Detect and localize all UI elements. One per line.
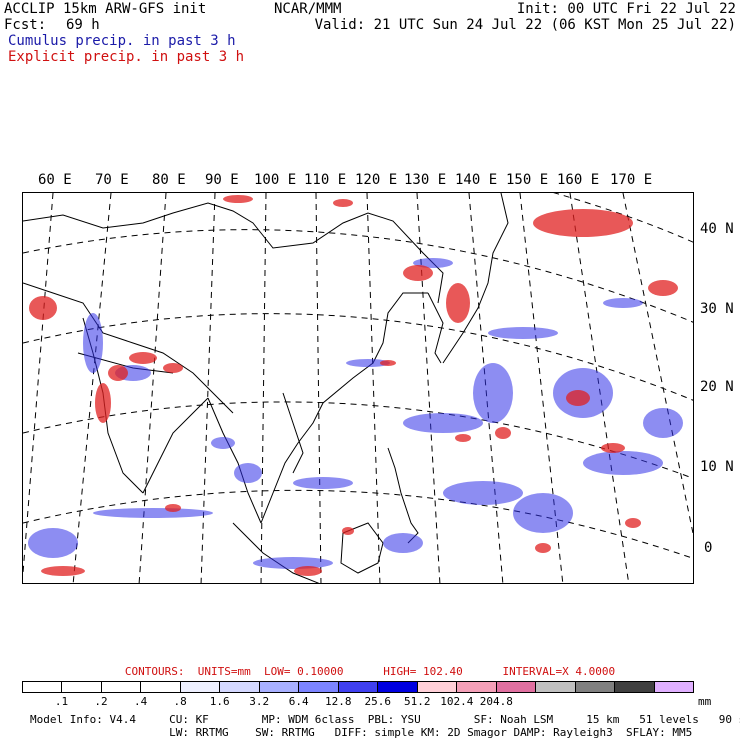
legend-cumulus: Cumulus precip. in past 3 h [8,33,236,49]
coast-philippines [387,447,419,544]
colorbar-swatch-8 [338,682,379,692]
valid-time: Valid: 21 UTC Sun 24 Jul 22 (06 KST Mon … [314,17,736,33]
colorbar-tick-label: .2 [94,695,108,708]
lon-label-140e: 140 E [455,172,498,188]
forecast-hour: 69 h [66,17,100,33]
lat-label-30n: 30 N [700,301,734,317]
coast-burma [207,397,262,524]
model-title: ACCLIP 15km ARW-GFS init [4,1,207,17]
lon-label-110e: 110 E [304,172,347,188]
contours-label: CONTOURS: [124,665,185,678]
colorbar-swatch-14 [575,682,616,692]
colorbar-tick-label: 102.4 [440,695,474,708]
coast-korea [427,292,444,364]
colorbar-swatch-13 [536,682,576,692]
colorbar [22,681,694,693]
meridian-110e [315,193,322,583]
colorbar-swatch-16 [654,682,693,692]
lon-label-80e: 80 E [152,172,186,188]
colorbar-swatch-0 [23,682,63,692]
lon-label-170e: 170 E [610,172,653,188]
coast-japan [442,193,509,364]
lat-label-40n: 40 N [700,221,734,237]
colorbar-swatch-9 [378,682,418,692]
parallel-0 [23,489,693,559]
lon-label-90e: 90 E [205,172,239,188]
parallel-30n [23,229,693,323]
colorbar-tick-label: .8 [173,695,187,708]
parallel-20n [23,313,693,401]
colorbar-tick-label: 204.8 [479,695,513,708]
colorbar-swatch-3 [141,682,181,692]
colorbar-swatch-4 [180,682,221,692]
lon-label-100e: 100 E [254,172,297,188]
contours-info: CONTOURS: UNITS=mm LOW= 0.10000 HIGH= 10… [0,666,740,677]
contours-interval: INTERVAL=X 4.0000 [502,665,616,678]
border-himalaya [23,282,234,414]
contours-low: LOW= 0.10000 [264,665,344,678]
coast-borneo [340,522,384,574]
lon-label-130e: 130 E [404,172,447,188]
colorbar-tick-label: .4 [133,695,148,708]
colorbar-swatch-10 [417,682,458,692]
colorbar-tick-label: 1.6 [209,695,230,708]
colorbar-units: mm [698,695,712,708]
colorbar-swatch-7 [299,682,339,692]
colorbar-swatch-6 [259,682,300,692]
meridian-100e [260,193,267,583]
model-info: Model Info: V4.4 CU: KF MP: WDM 6class P… [30,713,740,739]
colorbar-swatch-2 [101,682,142,692]
meridian-80e [138,193,167,583]
forecast-label: Fcst: [4,17,47,33]
meridian-120e [366,193,381,583]
parallels [23,193,693,559]
colorbar-swatch-5 [220,682,260,692]
parallel-10n [23,401,693,479]
lon-label-160e: 160 E [557,172,600,188]
contours-units: UNITS=mm [197,665,251,678]
colorbar-swatch-12 [496,682,537,692]
cumulus-precip [28,258,683,569]
meridian-130e [416,193,441,583]
coast-india-east [142,397,209,494]
lat-label-0: 0 [704,540,713,556]
colorbar-tick-label: 6.4 [288,695,309,708]
lon-label-70e: 70 E [95,172,129,188]
agency-label: NCAR/MMM [274,1,342,17]
colorbar-tick-label: 25.6 [364,695,392,708]
border-indochina [282,392,304,474]
contours-high: HIGH= 102.40 [383,665,463,678]
model-info-line2: LW: RRTMG SW: RRTMG DIFF: simple KM: 2D … [30,726,693,739]
map-canvas [23,193,693,583]
colorbar-tick-label: .1 [54,695,69,708]
legend-explicit: Explicit precip. in past 3 h [8,49,245,65]
border-north [23,202,444,304]
precip-map [22,192,694,584]
lon-label-60e: 60 E [38,172,72,188]
meridian-60e [23,193,54,574]
lat-label-10n: 10 N [700,459,734,475]
meridian-170e [622,193,693,536]
colorbar-swatch-11 [457,682,497,692]
init-time: Init: 00 UTC Fri 22 Jul 22 [516,1,736,17]
coast-china [260,292,428,524]
model-info-line1: Model Info: V4.4 CU: KF MP: WDM 6class P… [30,713,740,726]
lat-label-20n: 20 N [700,379,734,395]
colorbar-swatch-15 [615,682,655,692]
lon-label-120e: 120 E [355,172,398,188]
colorbar-tick-label: 3.2 [249,695,270,708]
colorbar-tick-label: 51.2 [404,695,431,708]
colorbar-swatch-1 [62,682,102,692]
explicit-precip [29,195,678,576]
colorbar-tick-label: 12.8 [324,695,352,708]
lon-label-150e: 150 E [506,172,549,188]
